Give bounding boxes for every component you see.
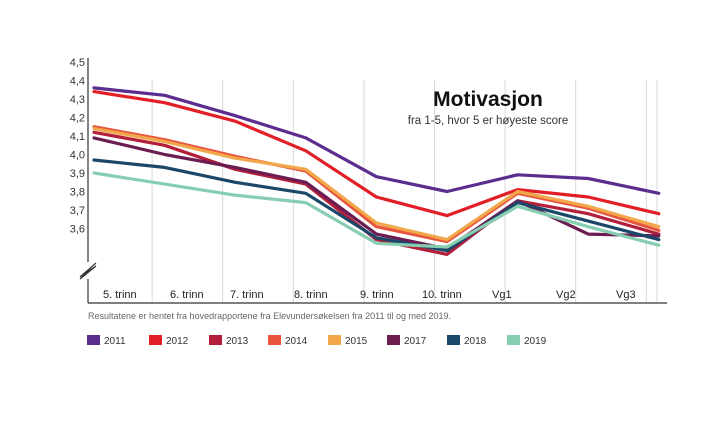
legend: 2011 2012 2013 2014 2015 2017 2018 2019 — [87, 335, 547, 347]
series-line-2017 — [92, 136, 661, 251]
y-tick-label: 4,3 — [70, 94, 85, 106]
legend-swatch — [387, 335, 400, 345]
legend-label: 2014 — [285, 336, 308, 347]
series-line-2014 — [92, 125, 661, 244]
legend-item-2017: 2017 — [387, 335, 427, 347]
y-tick-label: 4,4 — [70, 76, 85, 88]
legend-swatch — [209, 335, 222, 345]
x-category-label: 10. trinn — [422, 289, 462, 301]
series-line-2019 — [92, 171, 661, 249]
x-category-label: 9. trinn — [360, 289, 394, 301]
y-tick-label: 4,0 — [70, 150, 85, 162]
legend-label: 2015 — [345, 336, 368, 347]
legend-label: 2019 — [524, 336, 547, 347]
series-line-2013 — [92, 130, 661, 256]
legend-label: 2013 — [226, 336, 249, 347]
y-tick-label: 3,8 — [70, 187, 85, 199]
legend-swatch — [447, 335, 460, 345]
x-category-labels: 5. trinn 6. trinn 7. trinn 8. trinn 9. trinn… — [103, 289, 636, 301]
legend-item-2019: 2019 — [507, 335, 547, 347]
x-category-label: Vg1 — [492, 289, 512, 301]
series-lines — [92, 86, 661, 256]
y-tick-labels: 4,5 4,4 4,3 4,2 4,1 4,0 3,9 3,8 3,7 3,6 — [70, 57, 85, 236]
legend-item-2013: 2013 — [209, 335, 249, 347]
legend-swatch — [87, 335, 100, 345]
legend-swatch — [507, 335, 520, 345]
x-category-label: 7. trinn — [230, 289, 264, 301]
legend-item-2015: 2015 — [328, 335, 368, 347]
x-category-label: 8. trinn — [294, 289, 328, 301]
series-line-2012 — [92, 89, 661, 218]
legend-label: 2011 — [104, 336, 126, 347]
legend-swatch — [328, 335, 341, 345]
source-note: Resultatene er hentet fra hovedrapporten… — [88, 311, 451, 321]
y-tick-label: 4,2 — [70, 113, 85, 125]
series-line-2018 — [92, 158, 661, 253]
series-line-2011 — [92, 86, 661, 195]
axis-break — [79, 262, 97, 280]
y-tick-label: 4,1 — [70, 131, 85, 143]
y-axis — [79, 58, 667, 304]
series-line-2015 — [92, 127, 661, 242]
legend-item-2011: 2011 — [87, 335, 126, 347]
x-category-label: 6. trinn — [170, 289, 204, 301]
legend-item-2012: 2012 — [149, 335, 189, 347]
x-category-label: Vg3 — [616, 289, 636, 301]
legend-label: 2018 — [464, 336, 487, 347]
y-tick-label: 3,9 — [70, 168, 85, 180]
chart-title: Motivasjon — [433, 88, 543, 111]
x-category-label: Vg2 — [556, 289, 576, 301]
legend-item-2014: 2014 — [268, 335, 308, 347]
x-category-label: 5. trinn — [103, 289, 137, 301]
legend-label: 2012 — [166, 336, 189, 347]
chart-subtitle: fra 1-5, hvor 5 er høyeste score — [408, 115, 568, 127]
y-tick-label: 3,7 — [70, 205, 85, 217]
y-tick-label: 3,6 — [70, 224, 85, 236]
legend-swatch — [268, 335, 281, 345]
legend-item-2018: 2018 — [447, 335, 487, 347]
legend-label: 2017 — [404, 336, 427, 347]
legend-swatch — [149, 335, 162, 345]
y-tick-label: 4,5 — [70, 57, 85, 69]
